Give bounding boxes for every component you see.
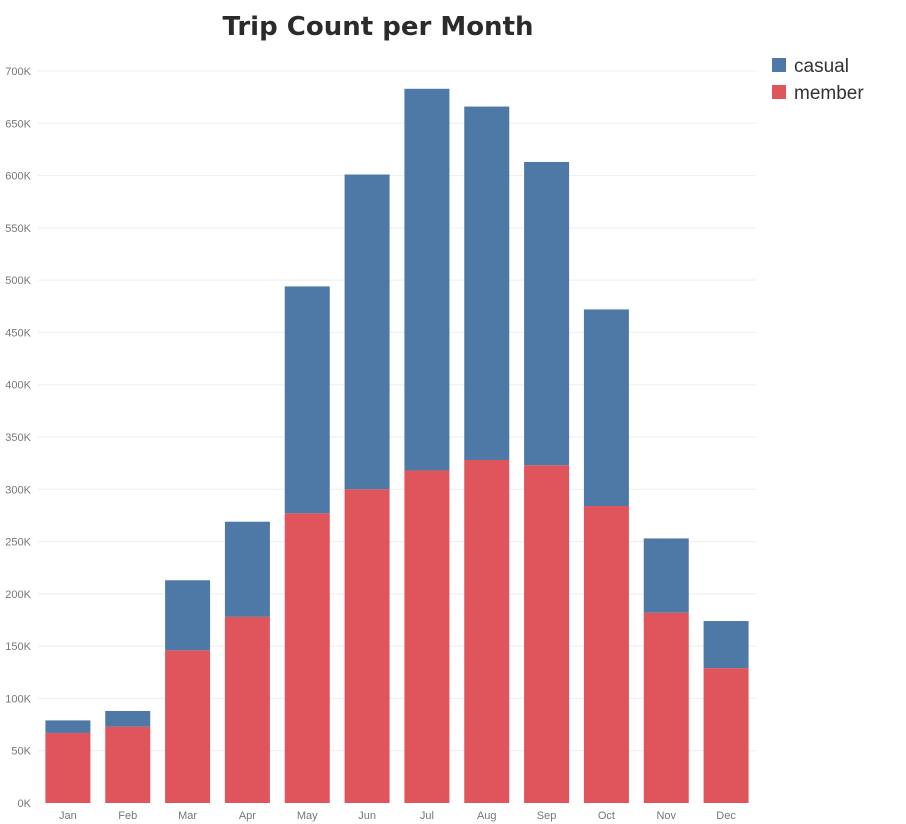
x-tick-label: Jun — [358, 810, 376, 822]
bar-member-dec — [703, 668, 749, 803]
bar-member-sep — [524, 465, 570, 803]
bar-member-jan — [45, 732, 91, 803]
legend-swatch-member — [772, 85, 786, 99]
bar-casual-aug — [464, 106, 510, 461]
legend-swatch-casual — [772, 58, 786, 72]
y-tick-label: 200K — [5, 589, 31, 601]
x-tick-label: Jul — [420, 810, 434, 822]
y-tick-label: 700K — [5, 66, 31, 78]
bar-member-oct — [583, 506, 629, 803]
x-tick-label: Mar — [178, 810, 197, 822]
bar-casual-apr — [224, 521, 270, 617]
bar-casual-mar — [165, 580, 211, 651]
y-tick-label: 400K — [5, 380, 31, 392]
x-tick-label: May — [297, 810, 318, 822]
legend: casual member — [772, 56, 864, 104]
bar-member-nov — [643, 612, 689, 803]
bar-member-may — [284, 513, 330, 803]
legend-label-casual: casual — [794, 56, 849, 77]
bar-member-aug — [464, 460, 510, 803]
y-tick-label: 500K — [5, 275, 31, 287]
bar-casual-sep — [524, 161, 570, 466]
y-tick-label: 300K — [5, 484, 31, 496]
x-tick-label: Oct — [598, 810, 615, 822]
y-tick-label: 350K — [5, 432, 31, 444]
x-tick-label: Nov — [656, 810, 676, 822]
bar-member-jul — [404, 470, 450, 803]
bar-member-jun — [344, 489, 390, 803]
x-tick-label: Feb — [118, 810, 137, 822]
y-tick-label: 100K — [5, 693, 31, 705]
bar-casual-nov — [643, 538, 689, 613]
bar-casual-oct — [583, 309, 629, 507]
bar-casual-dec — [703, 621, 749, 669]
bar-casual-may — [284, 286, 330, 514]
x-tick-label: Aug — [477, 810, 497, 822]
y-tick-label: 0K — [18, 798, 32, 810]
chart-title: Trip Count per Month — [222, 12, 533, 42]
y-tick-label: 150K — [5, 641, 31, 653]
bar-casual-jul — [404, 88, 450, 471]
y-tick-label: 650K — [5, 118, 31, 130]
bar-casual-feb — [105, 710, 151, 727]
y-tick-label: 450K — [5, 327, 31, 339]
y-axis: 0K 50K 100K 150K 200K 250K 300K 350K 400K 450K 500… — [5, 66, 31, 810]
y-tick-label: 50K — [11, 746, 31, 758]
x-tick-label: Dec — [716, 810, 736, 822]
bar-member-feb — [105, 726, 151, 803]
x-tick-label: Sep — [537, 810, 557, 822]
bars — [45, 88, 749, 803]
legend-label-member: member — [794, 83, 864, 104]
bar-member-apr — [224, 616, 270, 803]
y-tick-label: 600K — [5, 171, 31, 183]
x-axis: Jan Feb Mar Apr May Jun Jul Aug Sep Oct Nov Dec — [59, 810, 736, 822]
y-tick-label: 550K — [5, 223, 31, 235]
grid-layer — [38, 70, 756, 752]
x-tick-label: Apr — [239, 810, 256, 822]
y-tick-label: 250K — [5, 537, 31, 549]
bar-casual-jan — [45, 720, 91, 733]
x-tick-label: Jan — [59, 810, 77, 822]
bar-casual-jun — [344, 174, 390, 490]
bar-member-mar — [165, 650, 211, 803]
